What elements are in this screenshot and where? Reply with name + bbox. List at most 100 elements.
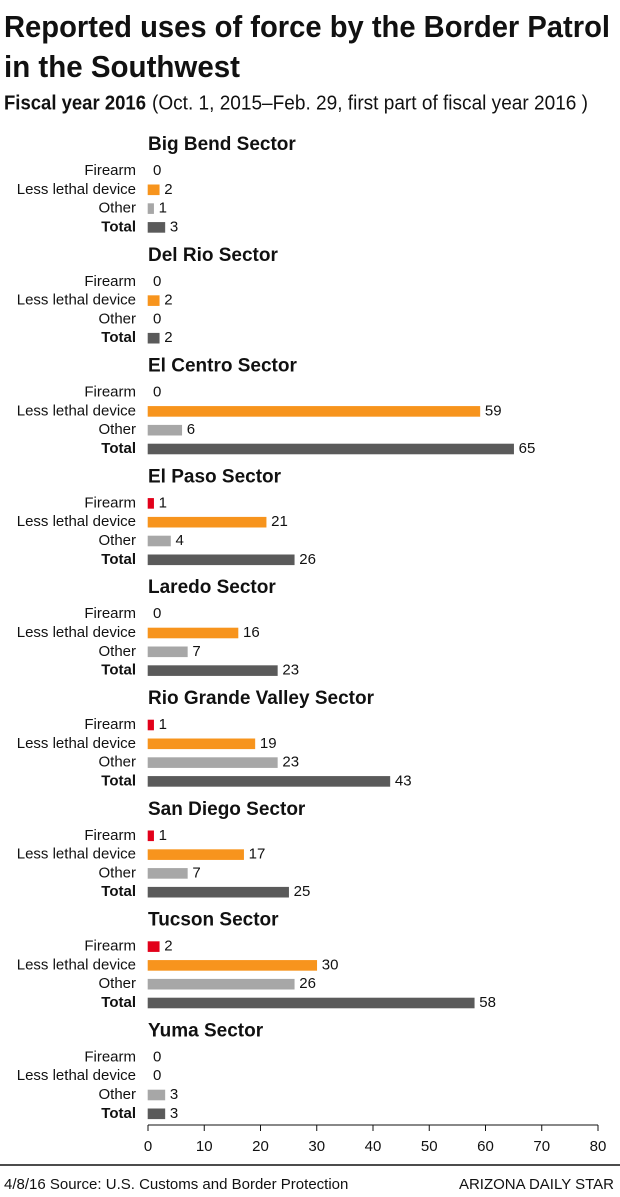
category-label: Total — [101, 329, 136, 346]
category-label: Other — [98, 1086, 136, 1103]
value-label: 1 — [159, 827, 167, 844]
value-label: 2 — [164, 292, 172, 309]
x-tick-label: 0 — [144, 1138, 152, 1155]
bar — [147, 830, 154, 842]
bar — [147, 886, 289, 898]
panel-title: Laredo Sector — [148, 577, 276, 598]
category-label: Other — [98, 200, 136, 217]
x-tick-label: 70 — [533, 1138, 550, 1155]
value-label: 0 — [153, 273, 161, 290]
bar — [147, 516, 267, 528]
bar — [147, 295, 160, 306]
bar — [147, 627, 239, 639]
panel-title: El Centro Sector — [148, 356, 297, 377]
x-tick-label: 20 — [252, 1138, 269, 1155]
value-label: 0 — [153, 1067, 161, 1084]
bar — [147, 776, 391, 787]
value-label: 21 — [271, 513, 288, 530]
bar — [147, 757, 278, 768]
chart-title: in the Southwest — [4, 49, 240, 84]
x-tick-label: 60 — [477, 1138, 494, 1155]
bar — [147, 738, 256, 750]
x-tick-label: 30 — [308, 1138, 325, 1155]
value-label: 6 — [187, 421, 195, 438]
category-label: Total — [101, 551, 136, 568]
bar — [147, 646, 188, 658]
x-tick-label: 50 — [421, 1138, 438, 1155]
category-label: Total — [101, 883, 136, 900]
bar — [147, 184, 160, 196]
category-label: Other — [98, 421, 136, 438]
value-label: 2 — [164, 938, 172, 955]
bar — [147, 665, 278, 676]
category-label: Less lethal device — [17, 956, 136, 973]
value-label: 30 — [322, 956, 339, 973]
subtitle-bold: Fiscal year 2016 — [4, 92, 146, 114]
chart-title: Reported uses of force by the Border Pat… — [4, 9, 610, 44]
value-label: 43 — [395, 772, 412, 789]
value-label: 59 — [485, 402, 502, 419]
value-label: 2 — [164, 329, 172, 346]
value-label: 0 — [153, 605, 161, 622]
category-label: Firearm — [84, 162, 136, 179]
x-tick-label: 40 — [365, 1138, 382, 1155]
value-label: 0 — [153, 384, 161, 401]
category-label: Other — [98, 532, 136, 549]
category-label: Less lethal device — [17, 292, 136, 309]
value-label: 0 — [153, 162, 161, 179]
bar — [147, 554, 295, 566]
value-label: 0 — [153, 1048, 161, 1065]
value-label: 3 — [170, 218, 178, 235]
category-label: Firearm — [84, 716, 136, 733]
category-label: Firearm — [84, 1048, 136, 1065]
value-label: 17 — [249, 846, 266, 863]
bar — [147, 1108, 166, 1120]
category-label: Less lethal device — [17, 402, 136, 419]
panel-title: El Paso Sector — [148, 466, 282, 487]
x-tick-label: 10 — [196, 1138, 213, 1155]
bar — [147, 222, 166, 233]
category-label: Total — [101, 662, 136, 679]
bar — [147, 406, 481, 417]
bar — [147, 332, 160, 344]
category-label: Firearm — [84, 827, 136, 844]
bar — [147, 719, 154, 731]
value-label: 58 — [479, 994, 496, 1011]
category-label: Firearm — [84, 273, 136, 290]
bar — [147, 960, 318, 971]
panel-title: Rio Grande Valley Sector — [148, 688, 375, 709]
value-label: 0 — [153, 310, 161, 327]
bar — [147, 849, 244, 860]
value-label: 1 — [159, 494, 167, 511]
category-label: Less lethal device — [17, 181, 136, 198]
category-label: Other — [98, 975, 136, 992]
bar — [147, 997, 475, 1009]
value-label: 26 — [299, 551, 316, 568]
x-tick-label: 80 — [590, 1138, 607, 1155]
value-label: 3 — [170, 1086, 178, 1103]
category-label: Less lethal device — [17, 846, 136, 863]
panel-title: Del Rio Sector — [148, 245, 278, 266]
panel-title: Big Bend Sector — [148, 134, 296, 155]
category-label: Firearm — [84, 384, 136, 401]
value-label: 3 — [170, 1105, 178, 1122]
value-label: 26 — [299, 975, 316, 992]
value-label: 4 — [176, 532, 184, 549]
panel-title: Tucson Sector — [148, 910, 279, 931]
footer-source: 4/8/16 Source: U.S. Customs and Border P… — [4, 1176, 348, 1193]
category-label: Total — [101, 218, 136, 235]
value-label: 23 — [282, 662, 299, 679]
value-label: 25 — [294, 883, 311, 900]
value-label: 65 — [519, 440, 536, 457]
bar — [147, 424, 183, 436]
value-label: 1 — [159, 716, 167, 733]
bar — [147, 941, 160, 952]
bar — [147, 203, 154, 214]
category-label: Firearm — [84, 605, 136, 622]
value-label: 7 — [192, 864, 200, 881]
category-label: Other — [98, 643, 136, 660]
bar — [147, 868, 188, 879]
category-label: Firearm — [84, 938, 136, 955]
category-label: Total — [101, 440, 136, 457]
